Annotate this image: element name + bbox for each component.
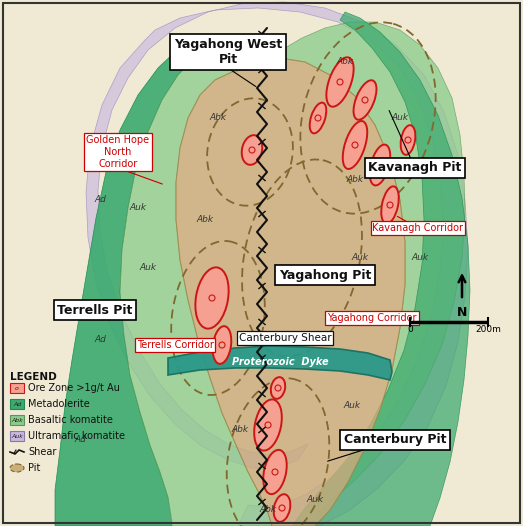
FancyBboxPatch shape (10, 431, 24, 441)
Polygon shape (55, 38, 208, 526)
Text: Auk: Auk (140, 264, 156, 272)
Text: Ultramafic komatite: Ultramafic komatite (28, 431, 125, 441)
Text: Terrells Pit: Terrells Pit (58, 304, 133, 317)
Text: Ad: Ad (94, 336, 106, 345)
Text: Abk: Abk (11, 418, 23, 422)
Polygon shape (168, 346, 392, 380)
Text: Ad: Ad (94, 196, 106, 205)
Text: Auk: Auk (412, 254, 428, 262)
Text: Abk: Abk (197, 216, 213, 225)
Text: 200m: 200m (475, 325, 501, 334)
Text: Terrells Corridor: Terrells Corridor (137, 340, 213, 350)
Text: Abk: Abk (346, 176, 363, 185)
Ellipse shape (254, 399, 282, 451)
Text: Ad: Ad (13, 401, 21, 407)
FancyBboxPatch shape (10, 399, 24, 409)
Text: Pit: Pit (28, 463, 40, 473)
Text: Yagahong Corridor: Yagahong Corridor (327, 313, 417, 323)
Ellipse shape (271, 377, 285, 399)
Text: Canterbury Pit: Canterbury Pit (344, 433, 446, 447)
Text: Golden Hope
North
Corridor: Golden Hope North Corridor (86, 135, 150, 169)
Text: Auk: Auk (344, 400, 360, 410)
Ellipse shape (354, 80, 377, 120)
Ellipse shape (196, 267, 229, 329)
Polygon shape (86, 2, 468, 526)
FancyBboxPatch shape (10, 383, 24, 393)
Ellipse shape (310, 103, 326, 134)
Text: Auk: Auk (242, 47, 258, 56)
Ellipse shape (370, 145, 390, 186)
Text: Shear: Shear (28, 447, 56, 457)
Ellipse shape (242, 135, 262, 165)
Ellipse shape (381, 186, 399, 224)
Text: Ore Zone >1g/t Au: Ore Zone >1g/t Au (28, 383, 120, 393)
Text: Auk: Auk (351, 254, 369, 262)
Text: Abk: Abk (232, 426, 248, 434)
Text: Yagahong Pit: Yagahong Pit (279, 268, 371, 281)
Polygon shape (292, 12, 470, 526)
Ellipse shape (10, 464, 24, 472)
Text: Auk: Auk (11, 433, 23, 439)
Text: Basaltic komatite: Basaltic komatite (28, 415, 113, 425)
Text: Proterozoic  Dyke: Proterozoic Dyke (232, 357, 328, 367)
Text: Abk: Abk (259, 505, 277, 514)
Polygon shape (280, 22, 465, 526)
Ellipse shape (326, 57, 354, 107)
Text: Auk: Auk (391, 114, 408, 123)
Ellipse shape (401, 125, 415, 155)
Ellipse shape (343, 121, 367, 169)
Text: Abk: Abk (287, 336, 303, 345)
Text: Abk: Abk (336, 57, 354, 66)
Text: Metadolerite: Metadolerite (28, 399, 90, 409)
Text: Canterbury Shear: Canterbury Shear (238, 333, 331, 343)
Text: Ad: Ad (74, 436, 86, 444)
Ellipse shape (213, 326, 231, 364)
Text: Auk: Auk (306, 495, 324, 504)
Polygon shape (120, 40, 280, 526)
Text: Auk: Auk (129, 204, 146, 213)
Text: o: o (15, 386, 19, 390)
Text: Yagahong West
Pit: Yagahong West Pit (174, 38, 282, 66)
Text: Kavanagh Pit: Kavanagh Pit (368, 161, 462, 175)
Text: Kavanagh Corridor: Kavanagh Corridor (372, 223, 463, 233)
Polygon shape (176, 58, 405, 526)
Text: N: N (457, 306, 467, 319)
Text: 0: 0 (407, 325, 413, 334)
Text: Abk: Abk (209, 114, 226, 123)
FancyBboxPatch shape (10, 415, 24, 425)
Ellipse shape (263, 450, 287, 494)
Ellipse shape (274, 494, 290, 522)
Text: LEGEND: LEGEND (10, 372, 57, 382)
